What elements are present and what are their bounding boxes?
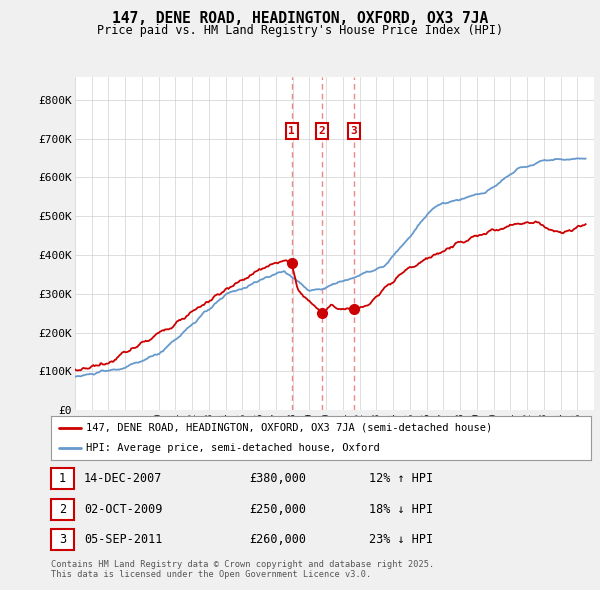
Text: Price paid vs. HM Land Registry's House Price Index (HPI): Price paid vs. HM Land Registry's House … <box>97 24 503 37</box>
Text: 05-SEP-2011: 05-SEP-2011 <box>84 533 163 546</box>
Text: £260,000: £260,000 <box>249 533 306 546</box>
Text: 147, DENE ROAD, HEADINGTON, OXFORD, OX3 7JA (semi-detached house): 147, DENE ROAD, HEADINGTON, OXFORD, OX3 … <box>86 423 493 433</box>
Text: 1: 1 <box>289 126 295 136</box>
Text: 3: 3 <box>59 533 66 546</box>
Text: HPI: Average price, semi-detached house, Oxford: HPI: Average price, semi-detached house,… <box>86 443 380 453</box>
Text: £380,000: £380,000 <box>249 472 306 485</box>
Text: 14-DEC-2007: 14-DEC-2007 <box>84 472 163 485</box>
Text: 23% ↓ HPI: 23% ↓ HPI <box>369 533 433 546</box>
Text: 3: 3 <box>351 126 358 136</box>
Text: 147, DENE ROAD, HEADINGTON, OXFORD, OX3 7JA: 147, DENE ROAD, HEADINGTON, OXFORD, OX3 … <box>112 11 488 25</box>
Text: £250,000: £250,000 <box>249 503 306 516</box>
Text: Contains HM Land Registry data © Crown copyright and database right 2025.
This d: Contains HM Land Registry data © Crown c… <box>51 560 434 579</box>
Text: 2: 2 <box>59 503 66 516</box>
Text: 1: 1 <box>59 472 66 485</box>
Text: 18% ↓ HPI: 18% ↓ HPI <box>369 503 433 516</box>
Text: 2: 2 <box>319 126 325 136</box>
Text: 02-OCT-2009: 02-OCT-2009 <box>84 503 163 516</box>
Text: 12% ↑ HPI: 12% ↑ HPI <box>369 472 433 485</box>
